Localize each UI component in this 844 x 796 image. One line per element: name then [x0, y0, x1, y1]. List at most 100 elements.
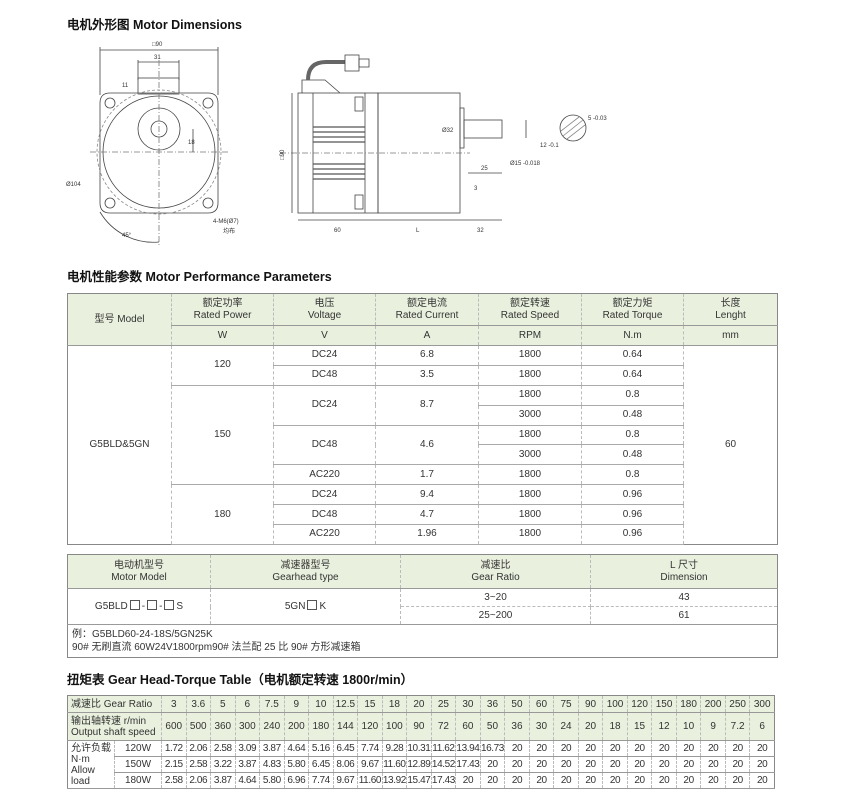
- current-cell: 3.5: [375, 364, 479, 386]
- header-unit: W: [171, 325, 274, 346]
- load-cell: 14.52: [430, 756, 457, 773]
- ratio-cell: 9: [283, 695, 310, 713]
- load-cell: 20: [479, 756, 506, 773]
- load-cell: 20: [651, 740, 677, 757]
- dim-tab: 31: [154, 55, 161, 61]
- dim-angle: 45°: [122, 233, 132, 239]
- dim-pcd: Ø104: [66, 182, 81, 188]
- load-cell: 20: [553, 740, 579, 757]
- torque-table: 减速比 Gear Ratio 3 3.6 5 6 7.5 9 10 12.5 15 18 20 25 30…: [67, 695, 775, 789]
- load-cell: 5.80: [259, 772, 285, 789]
- speed-cell: 18: [602, 712, 628, 741]
- header-rated-speed: 额定转速 Rated Speed: [478, 293, 582, 326]
- ratio-cell: 18: [381, 695, 408, 713]
- torque-title: 扭矩表 Gear Head-Torque Table（电机额定转速 1800r/…: [67, 673, 414, 687]
- power-label: 120W: [114, 740, 162, 757]
- current-cell: 9.4: [375, 484, 479, 506]
- torque-cell: 0.96: [581, 524, 684, 545]
- performance-table: 型号 Model 额定功率 Rated Power 电压 Voltage 额定电流 Rate…: [67, 293, 778, 545]
- output-speed-label: 输出轴转速 r/min Output shaft speed: [67, 712, 162, 741]
- load-cell: 3.22: [210, 756, 236, 773]
- voltage-cell: AC220: [273, 524, 376, 545]
- ratio-cell: 6: [234, 695, 261, 713]
- current-cell: 4.7: [375, 504, 479, 526]
- speed-cell: 10: [675, 712, 702, 741]
- load-cell: 20: [749, 756, 775, 773]
- dim-shaft-total: 32: [477, 228, 484, 234]
- speed-cell: 180: [308, 712, 334, 741]
- speed-cell: 1800: [478, 364, 582, 386]
- load-cell: 2.06: [185, 740, 212, 757]
- speed-cell: 1800: [478, 484, 582, 506]
- power-cell: 180: [171, 484, 274, 545]
- speed-cell: 9: [700, 712, 726, 741]
- speed-cell: 30: [528, 712, 555, 741]
- voltage-cell: DC48: [273, 364, 376, 386]
- speed-cell: 72: [430, 712, 457, 741]
- load-cell: 13.92: [381, 772, 408, 789]
- dim-key-depth: 12 -0.1: [540, 143, 559, 149]
- table-row: 减速比 Gear Ratio 3 3.6 5 6 7.5 9 10 12.5 15 18 20 25 30…: [67, 695, 775, 713]
- speed-cell: 12: [651, 712, 677, 741]
- table-row: 输出轴转速 r/min Output shaft speed 600 500 360 30…: [67, 712, 775, 741]
- header-unit: V: [273, 325, 376, 346]
- load-cell: 11.60: [381, 756, 408, 773]
- power-cell: 150: [171, 384, 274, 486]
- table-row: 150W 2.15 2.58 3.22 3.87 4.83 5.80 6.45 8.06 9.67…: [68, 756, 775, 773]
- load-cell: 2.58: [185, 756, 212, 773]
- voltage-cell: AC220: [273, 464, 376, 486]
- load-cell: 20: [602, 756, 628, 773]
- header-unit: N.m: [581, 325, 684, 346]
- header-dimension: L 尺寸 Dimension: [590, 554, 778, 589]
- load-cell: 2.06: [185, 772, 212, 789]
- ratio-cell: 150: [651, 695, 677, 713]
- table-row: AC220 1.7 1800 0.8: [68, 464, 778, 486]
- speed-cell: 3000: [478, 444, 582, 466]
- ratio-cell: 60: [528, 695, 555, 713]
- ratio-cell: 90: [577, 695, 604, 713]
- ratio-cell: 7.5: [259, 695, 285, 713]
- torque-cell: 0.64: [581, 345, 684, 366]
- length-cell: 60: [683, 345, 778, 545]
- table-row: 3000 0.48: [68, 444, 778, 466]
- header-rated-torque: 额定力矩 Rated Torque: [581, 293, 684, 326]
- table-row: DC48 3.5 1800 0.64: [68, 364, 778, 386]
- load-cell: 6.45: [308, 756, 334, 773]
- load-cell: 8.06: [332, 756, 359, 773]
- ratio-cell: 25~200: [400, 606, 591, 625]
- dim-gear-length: L: [416, 228, 420, 234]
- ratio-cell: 10: [308, 695, 334, 713]
- load-cell: 20: [504, 756, 530, 773]
- load-cell: 20: [626, 772, 653, 789]
- ratio-cell: 5: [210, 695, 236, 713]
- power-label: 180W: [114, 772, 162, 789]
- header-unit: mm: [683, 325, 778, 346]
- header-unit: A: [375, 325, 479, 346]
- load-cell: 16.73: [479, 740, 506, 757]
- torque-cell: 0.8: [581, 384, 684, 406]
- load-cell: 20: [528, 756, 555, 773]
- speed-cell: 7.2: [724, 712, 751, 741]
- current-cell: 6.8: [375, 345, 479, 366]
- header-motor-model: 电动机型号 Motor Model: [67, 554, 211, 589]
- speed-cell: 600: [161, 712, 187, 741]
- dim-holes-note: 均布: [223, 227, 235, 235]
- voltage-cell: DC48: [273, 424, 376, 466]
- load-cell: 13.94: [455, 740, 481, 757]
- load-cell: 3.87: [210, 772, 236, 789]
- speed-cell: 1800: [478, 424, 582, 446]
- ratio-cell: 75: [553, 695, 579, 713]
- load-cell: 9.67: [332, 772, 359, 789]
- speed-cell: 1800: [478, 504, 582, 526]
- ratio-cell: 120: [626, 695, 653, 713]
- table-row: G5BLD&5GN 120 DC24 6.8 1800 0.64 60: [67, 345, 778, 545]
- power-cell: 120: [171, 345, 274, 386]
- load-cell: 20: [700, 740, 726, 757]
- load-cell: 20: [553, 772, 579, 789]
- gear-model-table: 电动机型号 Motor Model 减速器型号 Gearhead type 减速比 G…: [67, 554, 778, 658]
- ratio-cell: 3.6: [185, 695, 212, 713]
- current-cell: 1.96: [375, 524, 479, 545]
- speed-cell: 6: [749, 712, 775, 741]
- load-cell: 20: [675, 772, 702, 789]
- load-cell: 12.89: [406, 756, 432, 773]
